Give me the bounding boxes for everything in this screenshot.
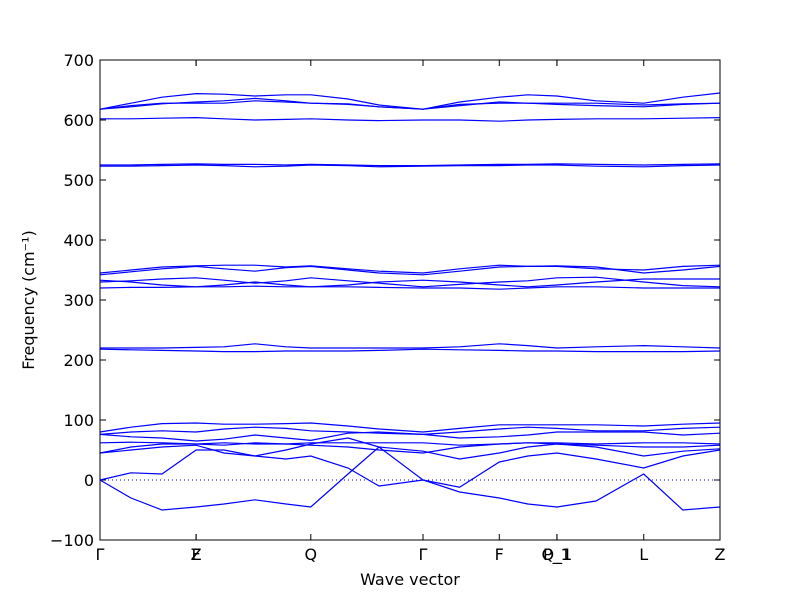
band-line: [99, 442, 721, 454]
band-line: [99, 276, 721, 288]
x-axis-label: Wave vector: [360, 570, 460, 589]
x-tick-label: F: [191, 545, 200, 564]
band-line: [99, 265, 721, 276]
x-tick-label: Γ: [419, 545, 428, 564]
band-line: [99, 92, 721, 110]
x-tick-label: L: [639, 545, 648, 564]
y-tick-label: 100: [63, 411, 94, 430]
band-line: [99, 446, 721, 511]
band-line: [100, 164, 721, 168]
plot-frame: [99, 59, 721, 541]
y-tick-label: 500: [63, 171, 94, 190]
band-line: [99, 422, 721, 433]
x-tick-label: Z: [715, 545, 726, 564]
x-tick-label: Q_1: [542, 545, 573, 565]
x-tick-label: F: [495, 545, 504, 564]
y-tick-label: 600: [63, 111, 94, 130]
band-line: [100, 116, 721, 122]
band-line: [99, 449, 721, 488]
y-tick-label: 0: [84, 471, 94, 490]
y-tick-label: 400: [63, 231, 94, 250]
x-tick-label: Z: [191, 545, 202, 564]
y-tick-label: −100: [50, 531, 94, 550]
x-tick-label: Q: [305, 545, 318, 564]
band-line: [99, 348, 721, 353]
y-tick-label: 700: [63, 51, 94, 70]
band-line: [99, 426, 721, 436]
y-tick-label: 200: [63, 351, 94, 370]
y-axis-label: Frequency (cm⁻¹): [19, 230, 38, 369]
y-tick-label: 300: [63, 291, 94, 310]
band-line: [100, 163, 721, 167]
band-line: [100, 343, 721, 349]
band-line: [99, 285, 720, 290]
band-line: [99, 97, 721, 110]
x-tick-label: Γ: [96, 545, 105, 564]
x-tick-label: P_1: [543, 545, 571, 565]
band-line: [99, 431, 721, 442]
